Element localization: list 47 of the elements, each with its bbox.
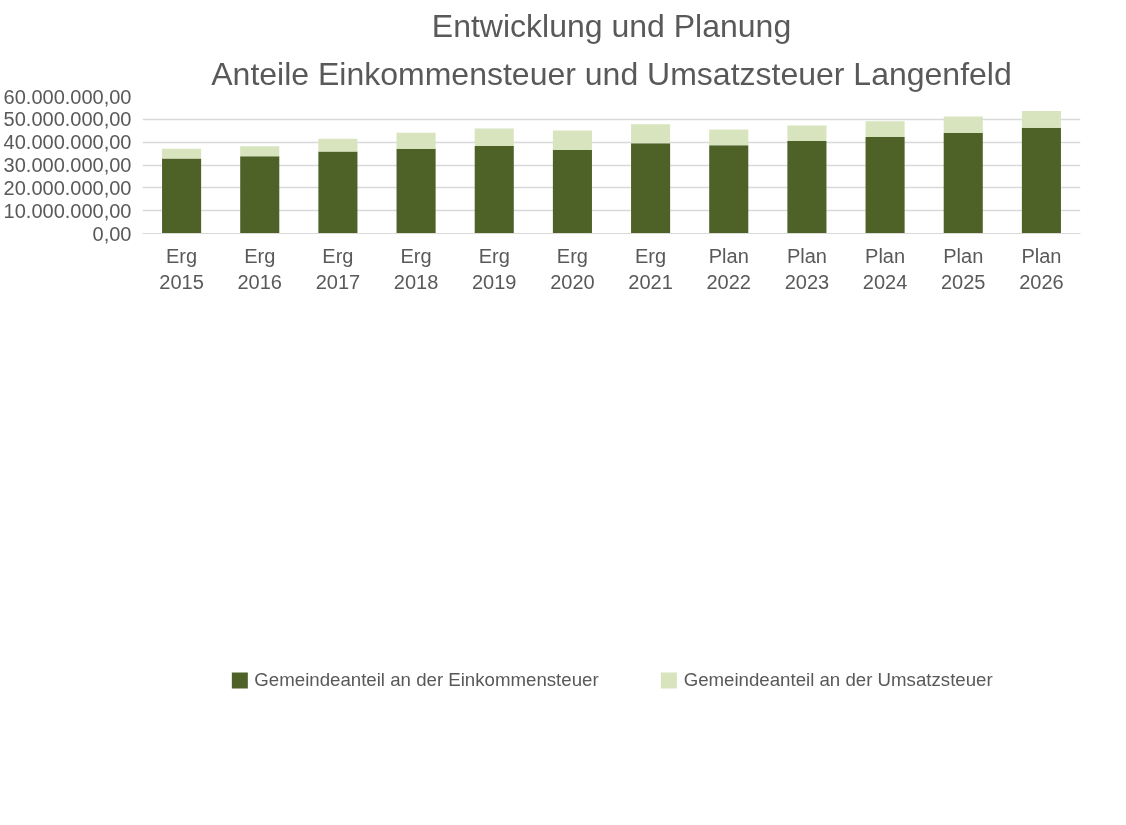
x-tick-label: Plan 2024 xyxy=(862,244,908,293)
x-tick-label: Erg 2016 xyxy=(237,244,282,293)
y-tick-label: 0,00 xyxy=(92,222,132,245)
x-tick-label: Plan 2023 xyxy=(784,244,830,293)
bar xyxy=(865,136,905,234)
bar xyxy=(943,133,983,234)
x-tick-label: Erg 2018 xyxy=(393,244,439,293)
bar xyxy=(1021,110,1061,128)
y-tick-label: 10.000.000,00 xyxy=(3,199,132,222)
bar xyxy=(240,156,280,234)
x-tick-label: Erg 2019 xyxy=(472,244,517,293)
y-tick-label: 50.000.000,00 xyxy=(3,108,132,131)
legend-label: Gemeindeanteil an der Umsatzsteuer xyxy=(683,668,993,691)
bar xyxy=(631,124,671,144)
bar xyxy=(552,130,592,150)
bar xyxy=(396,132,436,149)
x-tick-label: Erg 2020 xyxy=(550,244,595,293)
x-tick-label: Erg 2015 xyxy=(159,244,204,293)
bar xyxy=(474,146,514,234)
bar xyxy=(474,128,514,147)
y-tick-label: 20.000.000,00 xyxy=(3,176,132,199)
bar xyxy=(396,148,436,234)
bar xyxy=(865,121,905,137)
bar xyxy=(631,143,671,234)
y-tick-label: 60.000.000,00 xyxy=(3,85,132,108)
bar xyxy=(709,129,749,146)
bar xyxy=(787,125,827,142)
bar xyxy=(240,146,280,157)
y-tick-label: 40.000.000,00 xyxy=(3,131,132,154)
bar xyxy=(709,145,749,234)
y-tick-label: 30.000.000,00 xyxy=(3,154,132,176)
bar xyxy=(1021,127,1061,234)
x-tick-label: Plan 2025 xyxy=(941,244,986,293)
bar xyxy=(943,116,983,134)
x-tick-label: Erg 2021 xyxy=(628,244,673,293)
bar xyxy=(162,158,202,234)
bar xyxy=(787,141,827,234)
bar xyxy=(552,149,592,234)
chart-title: Entwicklung und Planung xyxy=(431,7,792,44)
chart-subtitle: Anteile Einkommensteuer und Umsatzsteuer Langenfeld xyxy=(211,55,1012,92)
x-tick-label: Plan 2026 xyxy=(1019,244,1064,293)
bar xyxy=(318,138,358,152)
legend-label: Gemeindeanteil an der Einkommensteuer xyxy=(254,668,599,691)
bar xyxy=(318,151,358,234)
x-tick-label: Erg 2017 xyxy=(315,244,361,293)
x-tick-label: Plan 2022 xyxy=(706,244,751,293)
bar xyxy=(162,148,202,159)
